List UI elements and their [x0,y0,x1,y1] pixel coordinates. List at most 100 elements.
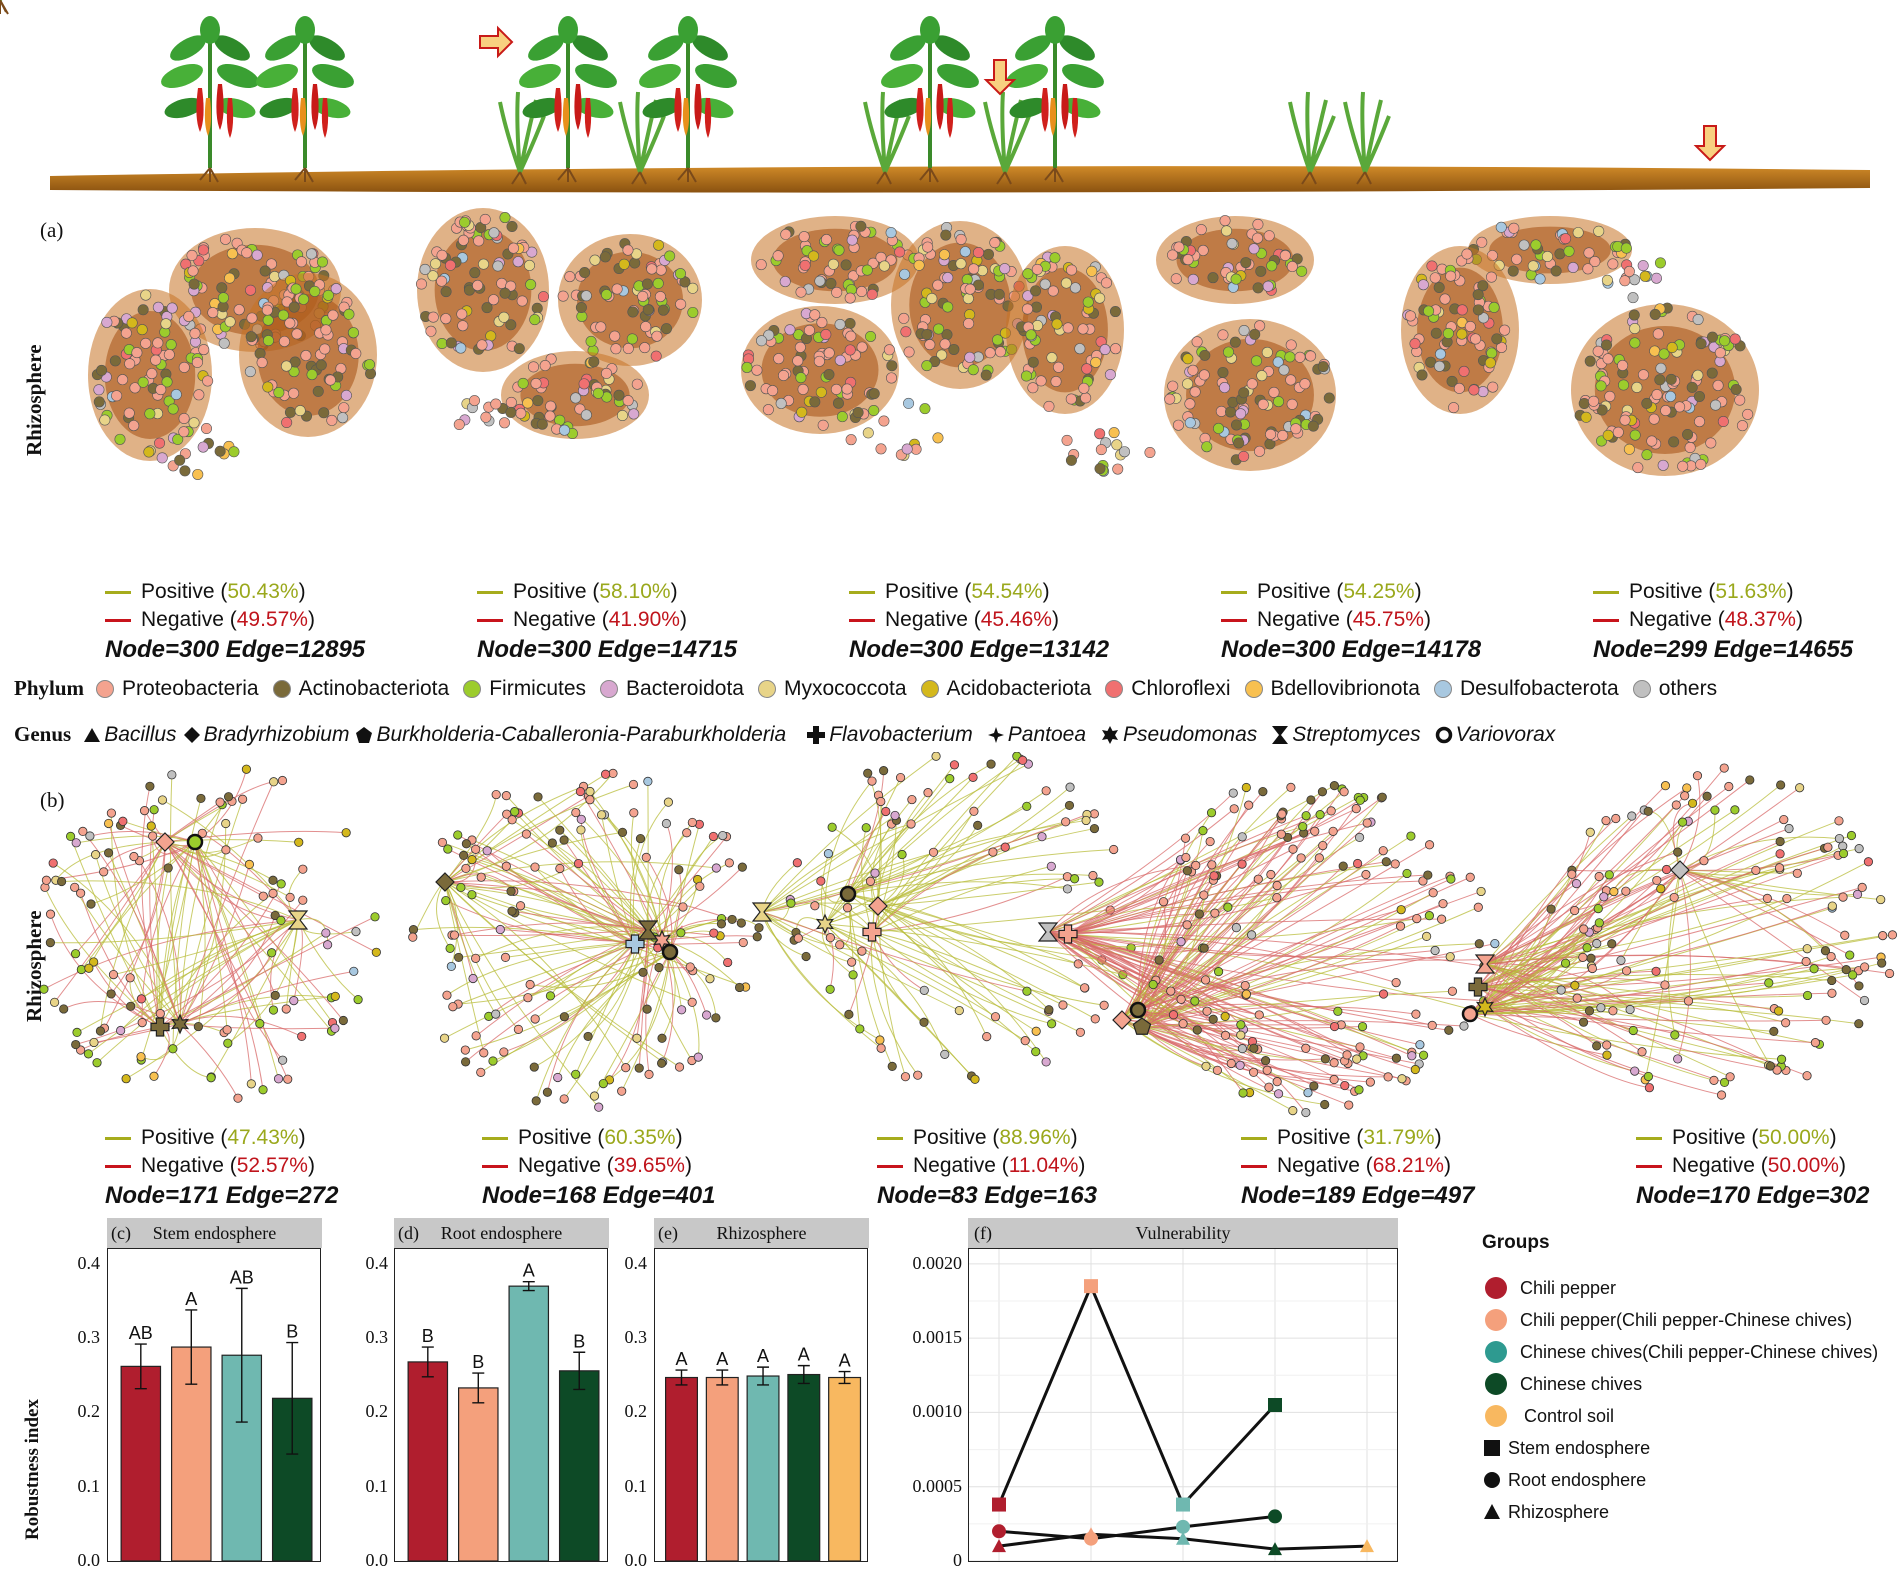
network-node [84,963,94,973]
network-node [1390,859,1400,869]
robustness-bar [746,1375,780,1562]
network-edge [575,943,636,1075]
network-node [1651,966,1661,976]
network-node [1190,996,1200,1006]
network-node [268,875,278,885]
network-node [48,858,58,868]
network-node [1860,962,1870,972]
network-node [868,388,880,400]
network-node [461,863,471,874]
network-node [1674,401,1686,413]
network-node [571,807,581,818]
network-edge [194,841,252,1084]
network-node [1518,239,1530,251]
network-node [1619,275,1631,287]
network-edge [1477,854,1839,988]
network-edge [546,943,636,1093]
network-node [682,828,692,838]
network-stats: Node=299 Edge=14655 [1593,636,1854,663]
network-node [559,424,571,436]
network-node [913,259,925,271]
network-node [1252,232,1264,244]
network-node [276,915,286,926]
network-node [881,806,891,817]
network-node [268,1005,279,1015]
network-node [457,234,469,246]
network-node [479,213,491,225]
network-edge [458,951,671,1005]
network-node [595,321,607,333]
network-node [262,381,274,393]
network-node [1620,242,1632,254]
network-node [1189,386,1201,398]
y-tick-label: 0.1 [77,1475,101,1496]
network-node [1730,805,1740,815]
network-node [1223,902,1233,912]
y-tick-label: 0.4 [624,1252,648,1273]
network-node [353,994,363,1005]
network-node [1629,429,1641,441]
network-node [285,892,295,902]
phylum-name: Myxococcota [783,676,907,700]
network-node [635,833,646,844]
network-node [1887,930,1898,940]
network-node [277,775,288,786]
network-node [1020,370,1032,382]
network-node [1412,914,1422,924]
network-edge [43,919,299,990]
network-node [685,962,695,972]
network-node [1288,1106,1298,1116]
group-item: Chili pepper(Chili pepper-Chinese chives… [1482,1304,1878,1336]
network-edge [179,952,273,1025]
network-node [495,924,505,935]
network-node [144,408,156,420]
network-node [193,389,205,401]
network-node [139,806,150,816]
network-node [488,1056,498,1066]
network-node [597,810,607,820]
network-node [906,819,916,829]
network-node [622,343,634,355]
network-a-legend-2: Positive (58.10%) Negative (41.90%) Node… [477,580,738,663]
network-node [1445,952,1455,962]
network-node [716,919,727,929]
network-node [1426,260,1438,272]
network-node [117,374,129,386]
y-tick-label: 0.0 [624,1550,648,1570]
network-node [1859,995,1870,1006]
network-edge [444,881,627,1068]
network-node [1043,400,1055,412]
network-node [1119,446,1131,458]
network-node [137,376,149,388]
phylum-item: Bacteroidota [600,677,744,701]
network-node [217,292,229,304]
network-node [197,828,207,838]
hub-ring-node [1461,1005,1479,1023]
network-node [284,317,296,329]
network-node [599,251,611,263]
network-node [529,1062,539,1072]
network-edge [871,876,1068,933]
network-node [533,792,543,802]
network-node [1273,396,1285,408]
network-edge [1477,956,1882,988]
network-edge [1484,874,1610,1008]
network-node [616,410,628,422]
network-node [1592,938,1602,949]
network-node [246,1079,256,1089]
network-edge [761,815,896,913]
y-tick-label: 0.4 [365,1252,389,1273]
network-node [1402,868,1412,879]
network-node [129,382,141,394]
network-node [479,1048,489,1058]
network-node [1339,787,1349,797]
network-node [1429,272,1441,284]
network-node [1602,1050,1612,1060]
network-node [270,990,280,1000]
network-node [1877,958,1887,968]
network-node [467,890,477,900]
network-edge [1067,897,1277,935]
network-node [1592,1041,1602,1051]
network-node [1439,293,1451,305]
network-node [1062,884,1073,894]
